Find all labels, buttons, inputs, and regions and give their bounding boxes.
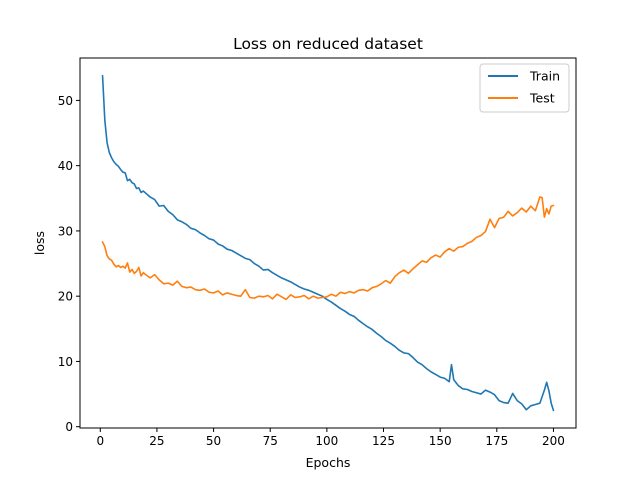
y-tick-label: 50 [58, 94, 73, 108]
y-axis-ticks: 0 10 20 30 40 50 [58, 94, 80, 434]
y-tick-label: 10 [58, 355, 73, 369]
x-tick-label: 200 [542, 434, 565, 448]
legend-label-test: Test [529, 91, 555, 106]
x-tick-label: 50 [206, 434, 221, 448]
x-tick-label: 75 [263, 434, 278, 448]
x-axis-label: Epochs [306, 455, 351, 470]
y-axis-label: loss [32, 231, 47, 255]
y-tick-label: 20 [58, 290, 73, 304]
legend-label-train: Train [529, 69, 560, 84]
x-tick-label: 25 [149, 434, 164, 448]
series-line-test [101, 196, 555, 301]
legend: Train Test [479, 63, 570, 113]
x-axis-ticks: 0 25 50 75 100 125 150 175 200 [96, 428, 565, 448]
plot-frame [79, 57, 577, 429]
series-layer [101, 74, 555, 412]
series-line-train [101, 74, 555, 412]
x-tick-label: 0 [96, 434, 104, 448]
chart-title: Loss on reduced dataset [233, 35, 423, 53]
y-tick-label: 0 [65, 420, 73, 434]
y-tick-label: 40 [58, 159, 73, 173]
x-tick-label: 150 [429, 434, 452, 448]
x-tick-label: 175 [485, 434, 508, 448]
x-tick-label: 125 [372, 434, 395, 448]
x-tick-label: 100 [315, 434, 338, 448]
y-tick-label: 30 [58, 224, 73, 238]
